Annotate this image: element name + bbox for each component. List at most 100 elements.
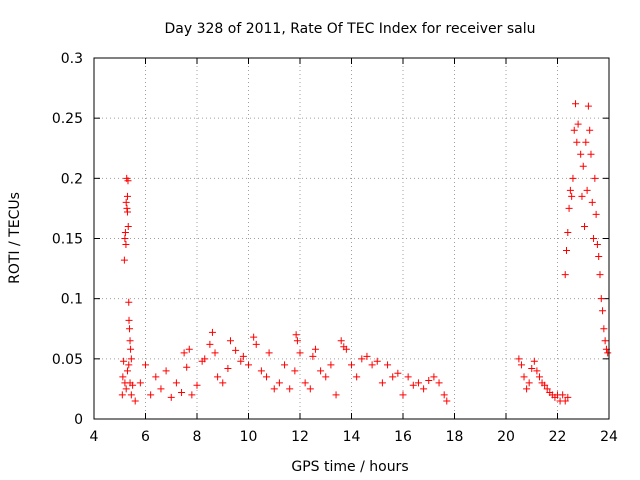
data-point: [579, 162, 587, 170]
data-point: [564, 393, 572, 401]
data-point: [188, 391, 196, 399]
x-tick-labels: 4 6 8 10 12 14 16 18 20 22 24: [90, 429, 618, 445]
x-tick-label: 14: [343, 429, 361, 445]
data-point: [157, 385, 165, 393]
data-point: [399, 391, 407, 399]
y-tick-label: 0.2: [61, 171, 83, 187]
data-point: [122, 241, 130, 249]
data-point: [528, 364, 536, 372]
x-tick-label: 8: [193, 429, 202, 445]
data-point: [601, 337, 609, 345]
data-point: [517, 361, 525, 369]
data-point: [425, 376, 433, 384]
data-point: [577, 150, 585, 158]
data-point: [587, 150, 595, 158]
data-point: [125, 316, 133, 324]
data-point: [599, 307, 607, 315]
y-tick-label: 0.1: [61, 292, 83, 308]
data-point: [327, 361, 335, 369]
y-tick-label: 0.05: [52, 352, 83, 368]
y-tick-label: 0.25: [52, 111, 83, 127]
data-point: [120, 256, 128, 264]
x-tick-label: 22: [549, 429, 567, 445]
data-point: [125, 298, 133, 306]
data-point: [368, 361, 376, 369]
data-point: [565, 204, 573, 212]
data-point: [293, 337, 301, 345]
data-point: [523, 385, 531, 393]
y-tick-labels: 0 0.05 0.1 0.15 0.2 0.25 0.3: [52, 51, 83, 428]
data-point: [265, 349, 273, 357]
data-point: [414, 379, 422, 387]
data-point: [561, 271, 569, 279]
data-point: [147, 391, 155, 399]
data-point: [581, 222, 589, 230]
y-tick-label: 0.15: [52, 232, 83, 248]
data-point: [291, 367, 299, 375]
data-point: [126, 337, 134, 345]
data-point: [373, 357, 381, 365]
data-point: [309, 352, 317, 360]
data-point: [543, 385, 551, 393]
data-point: [239, 352, 247, 360]
data-point: [183, 363, 191, 371]
data-point: [219, 379, 227, 387]
data-point: [123, 192, 131, 200]
data-point: [563, 247, 571, 255]
data-point: [590, 235, 598, 242]
data-point: [125, 361, 133, 369]
data-point: [178, 389, 186, 397]
data-point: [404, 373, 412, 381]
data-point: [541, 381, 549, 389]
data-point: [600, 325, 608, 333]
data-point: [167, 393, 175, 401]
data-point: [122, 198, 130, 206]
data-point: [394, 369, 402, 377]
y-tick-label: 0.3: [61, 51, 83, 67]
data-point: [384, 361, 392, 369]
y-tick-label: 0: [74, 412, 83, 428]
data-point: [232, 346, 240, 354]
data-point: [363, 352, 371, 360]
data-point: [292, 331, 300, 339]
plot-frame: [93, 57, 610, 420]
data-point: [559, 391, 567, 399]
data-point: [586, 126, 594, 134]
data-point: [564, 228, 572, 236]
data-point: [126, 325, 134, 333]
data-point: [263, 373, 271, 381]
data-point: [583, 186, 591, 194]
x-tick-label: 12: [291, 429, 309, 445]
data-point: [342, 345, 350, 353]
data-point: [420, 385, 428, 393]
data-point: [123, 204, 131, 212]
data-point: [409, 381, 417, 389]
data-point: [353, 373, 361, 381]
data-point: [122, 385, 130, 393]
data-point: [588, 198, 596, 206]
data-point: [574, 120, 582, 128]
x-tick-label: 6: [141, 429, 150, 445]
data-point: [311, 345, 319, 353]
data-point: [252, 340, 260, 348]
data-point: [306, 385, 314, 393]
data-point: [596, 271, 604, 279]
data-point: [582, 138, 590, 146]
data-point: [520, 373, 528, 381]
data-point: [573, 138, 581, 146]
data-point: [121, 228, 129, 236]
data-point: [597, 295, 605, 303]
data-point: [595, 253, 603, 261]
data-point: [211, 349, 219, 357]
data-point: [348, 361, 355, 369]
data-point: [131, 397, 139, 405]
data-point: [435, 379, 443, 387]
data-point: [123, 367, 131, 375]
data-point: [604, 349, 612, 357]
data-point: [124, 177, 132, 185]
x-tick-label: 24: [600, 429, 618, 445]
data-point: [584, 102, 592, 110]
x-tick-label: 20: [497, 429, 515, 445]
x-tick-label: 18: [446, 429, 464, 445]
